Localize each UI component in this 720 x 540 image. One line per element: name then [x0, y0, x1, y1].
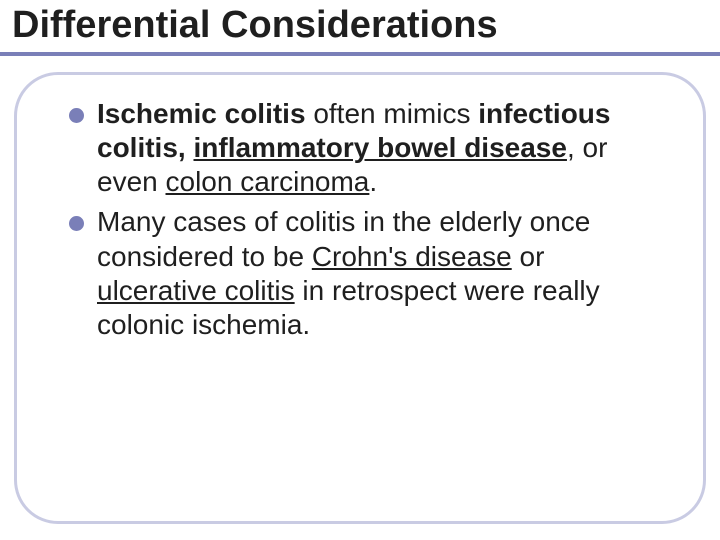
- bullet-item: Ischemic colitis often mimics infectious…: [69, 97, 661, 199]
- bullet-item: Many cases of colitis in the elderly onc…: [69, 205, 661, 342]
- text-run: inflammatory bowel disease: [193, 132, 566, 163]
- text-run: Crohn's disease: [312, 241, 512, 272]
- slide: Differential Considerations Ischemic col…: [0, 0, 720, 540]
- text-run: colon carcinoma: [166, 166, 370, 197]
- text-run: ,: [178, 132, 194, 163]
- text-run: Ischemic colitis: [97, 98, 306, 129]
- text-run: .: [369, 166, 377, 197]
- title-bar: Differential Considerations: [0, 0, 720, 50]
- slide-title: Differential Considerations: [12, 2, 720, 50]
- bullet-list: Ischemic colitis often mimics infectious…: [69, 97, 661, 342]
- content-frame: Ischemic colitis often mimics infectious…: [14, 72, 706, 524]
- title-rule: [0, 52, 720, 56]
- text-run: often mimics: [306, 98, 479, 129]
- text-run: ulcerative colitis: [97, 275, 295, 306]
- text-run: or: [512, 241, 545, 272]
